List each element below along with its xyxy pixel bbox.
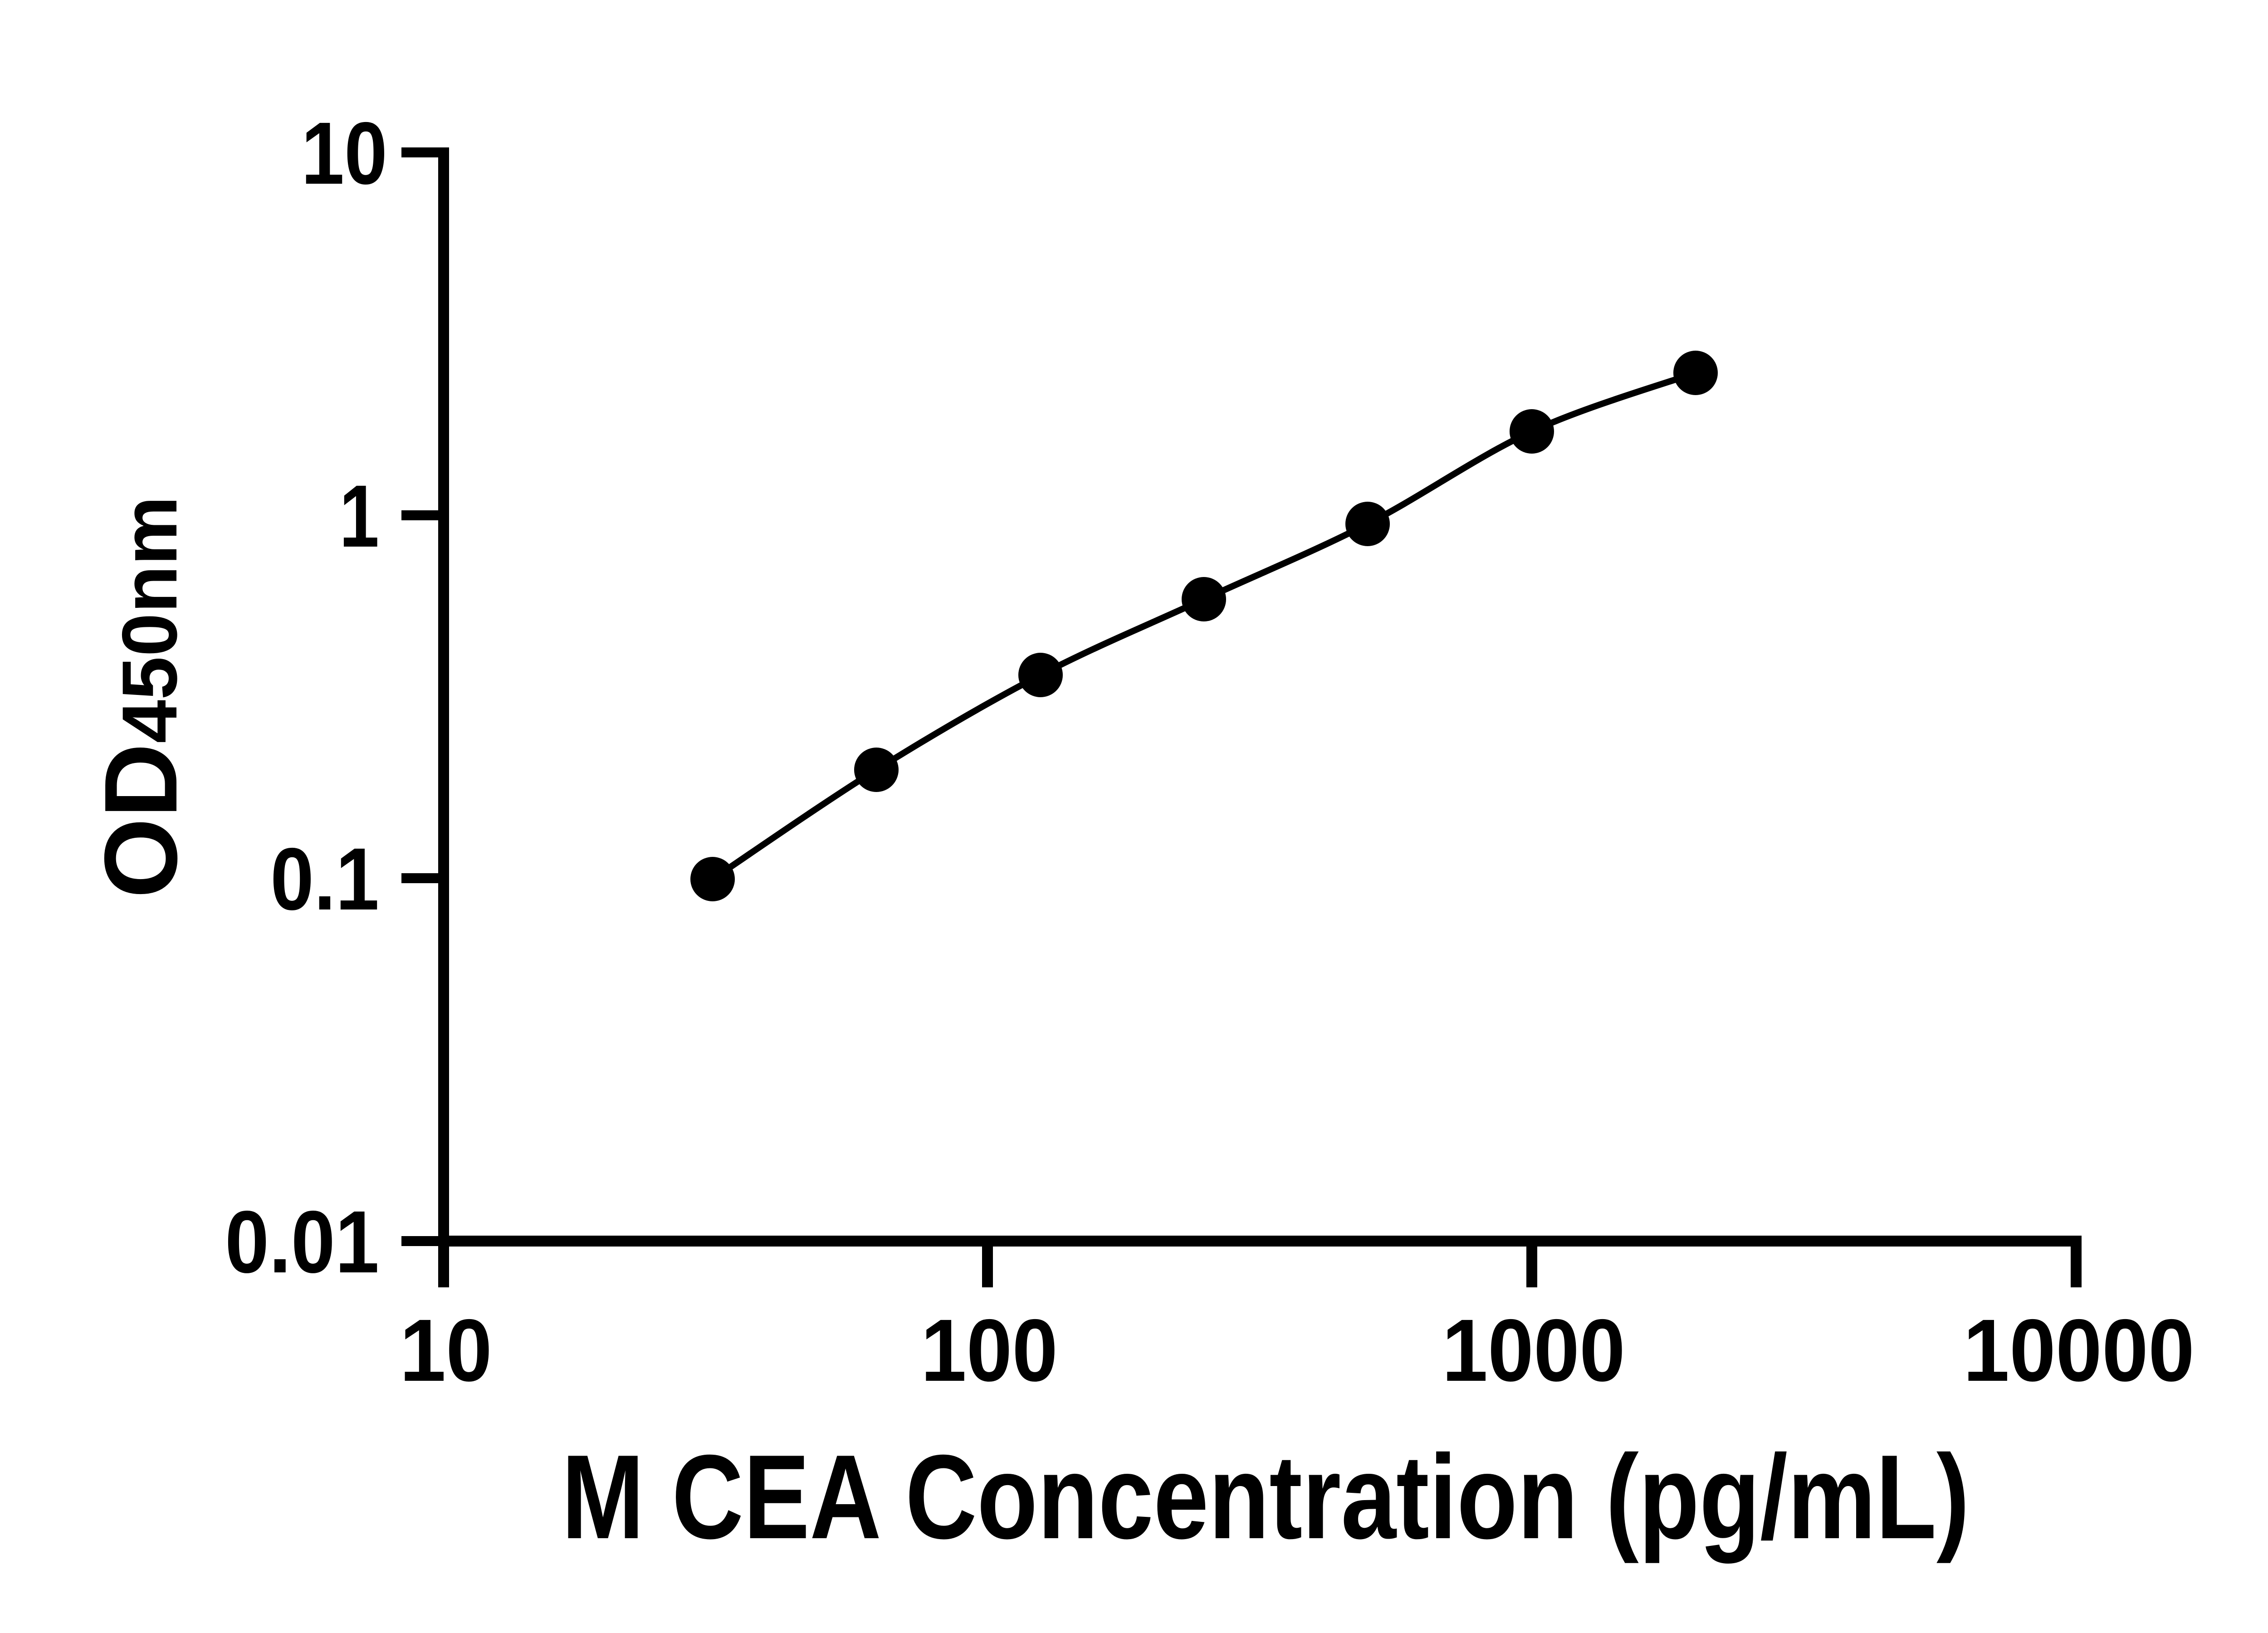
svg-text:1: 1 xyxy=(339,467,379,566)
svg-text:10: 10 xyxy=(301,104,387,203)
svg-text:1000: 1000 xyxy=(1442,1301,1625,1400)
svg-text:0.1: 0.1 xyxy=(270,830,379,929)
svg-text:100: 100 xyxy=(921,1301,1058,1400)
svg-text:OD450nm: OD450nm xyxy=(83,496,199,899)
svg-text:10: 10 xyxy=(400,1301,492,1400)
svg-text:10000: 10000 xyxy=(1963,1301,2195,1400)
svg-text:M CEA Concentration (pg/mL): M CEA Concentration (pg/mL) xyxy=(562,1430,1970,1565)
svg-text:0.01: 0.01 xyxy=(225,1193,379,1291)
